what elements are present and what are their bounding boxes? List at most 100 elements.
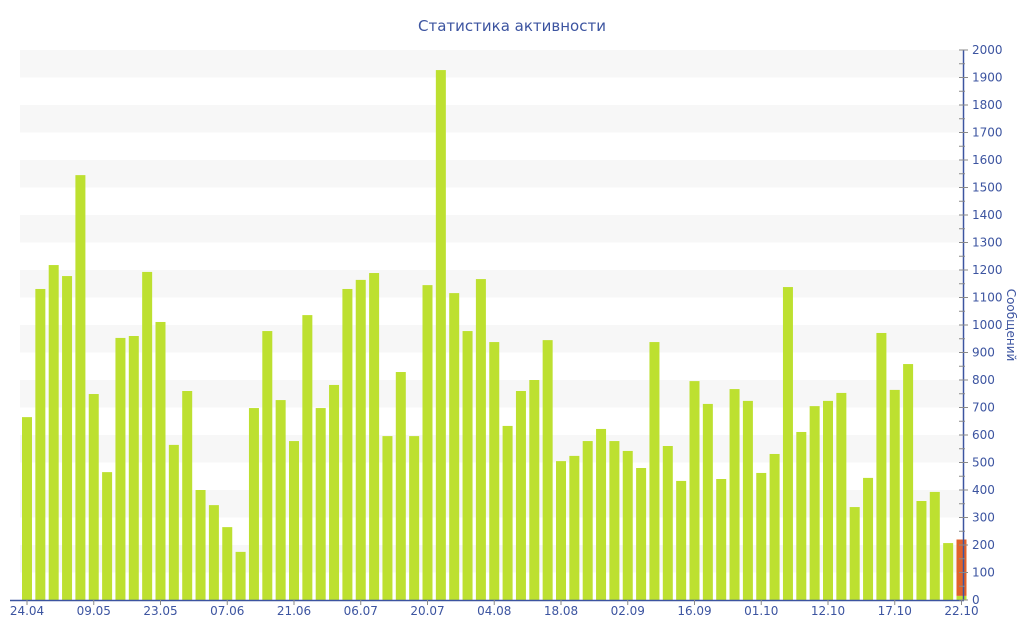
bar <box>609 441 620 600</box>
bar <box>729 389 740 600</box>
bar <box>809 406 820 600</box>
x-tick-label: 23.05 <box>143 604 177 618</box>
bar <box>836 392 847 600</box>
bar <box>529 380 540 600</box>
x-tick-label: 07.06 <box>210 604 244 618</box>
bar <box>289 441 299 600</box>
bar <box>22 417 32 600</box>
bar <box>903 364 914 600</box>
y-tick-label: 1600 <box>972 153 1003 167</box>
y-tick-label: 300 <box>972 511 995 525</box>
bar <box>435 70 446 600</box>
bar <box>155 321 166 600</box>
y-tick-label: 600 <box>972 428 995 442</box>
bar <box>315 408 326 600</box>
bar <box>475 279 486 600</box>
bar <box>62 276 73 600</box>
y-tick-label: 1400 <box>972 208 1003 222</box>
bar <box>769 453 780 600</box>
bar <box>422 285 433 600</box>
bar <box>342 288 353 600</box>
grid-band <box>20 105 962 133</box>
bar <box>262 331 273 600</box>
x-tick-label: 16.09 <box>677 604 711 618</box>
x-tick-label: 22.10 <box>944 604 978 618</box>
x-tick-label: 21.06 <box>277 604 311 618</box>
bar <box>636 468 647 600</box>
x-tick-label: 17.10 <box>878 604 912 618</box>
x-tick-label: 20.07 <box>410 604 444 618</box>
bar <box>329 384 340 600</box>
bar <box>742 400 753 600</box>
y-tick-label: 700 <box>972 401 995 415</box>
bar <box>569 455 580 600</box>
bar <box>102 472 113 600</box>
y-tick-label: 0 <box>972 593 980 607</box>
bar <box>622 450 633 600</box>
bar <box>782 287 793 600</box>
bar <box>395 372 406 600</box>
bar <box>182 391 193 600</box>
bar <box>542 340 553 600</box>
bar <box>275 400 286 600</box>
bar <box>75 175 86 600</box>
bar <box>956 595 967 600</box>
bar <box>889 389 900 600</box>
bar <box>929 491 940 600</box>
y-tick-label: 400 <box>972 483 995 497</box>
bar <box>449 293 460 600</box>
bar <box>48 265 59 600</box>
grid-band <box>20 50 962 78</box>
x-tick-label: 06.07 <box>344 604 378 618</box>
bar <box>689 381 700 600</box>
y-tick-label: 1000 <box>972 318 1003 332</box>
y-tick-label: 1900 <box>972 71 1003 85</box>
y-tick-label: 1800 <box>972 98 1003 112</box>
y-tick-label: 1300 <box>972 236 1003 250</box>
y-tick-label: 1500 <box>972 181 1003 195</box>
bar <box>849 507 860 600</box>
bar <box>863 477 874 600</box>
bar <box>649 342 660 600</box>
bar <box>222 527 233 600</box>
bar <box>702 403 713 600</box>
bar <box>582 441 593 600</box>
bar <box>195 490 206 600</box>
bar <box>235 551 246 600</box>
y-tick-label: 2000 <box>972 43 1003 57</box>
x-tick-label: 09.05 <box>77 604 111 618</box>
bar <box>302 315 313 600</box>
bar <box>796 431 807 600</box>
y-tick-label: 200 <box>972 538 995 552</box>
bar <box>596 428 607 600</box>
bar <box>369 273 380 600</box>
grid-band <box>20 160 962 188</box>
y-tick-label: 1700 <box>972 126 1003 140</box>
bar <box>248 408 259 600</box>
bar <box>142 271 153 600</box>
bar-secondary <box>956 539 967 596</box>
y-tick-label: 1200 <box>972 263 1003 277</box>
bar <box>916 501 927 600</box>
bar <box>515 391 526 600</box>
bar <box>208 505 219 600</box>
bar <box>823 400 833 600</box>
x-tick-label: 01.10 <box>744 604 778 618</box>
bar <box>943 543 954 600</box>
bar <box>662 446 673 600</box>
bar <box>556 461 566 600</box>
y-tick-label: 1100 <box>972 291 1003 305</box>
bar <box>716 479 727 600</box>
bar <box>502 425 513 600</box>
bar <box>409 436 420 600</box>
bar <box>168 444 179 600</box>
chart-title: Статистика активности <box>418 17 606 35</box>
bar <box>382 436 393 600</box>
bar <box>355 279 366 600</box>
y-tick-label: 800 <box>972 373 995 387</box>
bar <box>462 331 473 600</box>
bar <box>88 394 99 600</box>
bar <box>128 336 139 600</box>
y-tick-label: 900 <box>972 346 995 360</box>
